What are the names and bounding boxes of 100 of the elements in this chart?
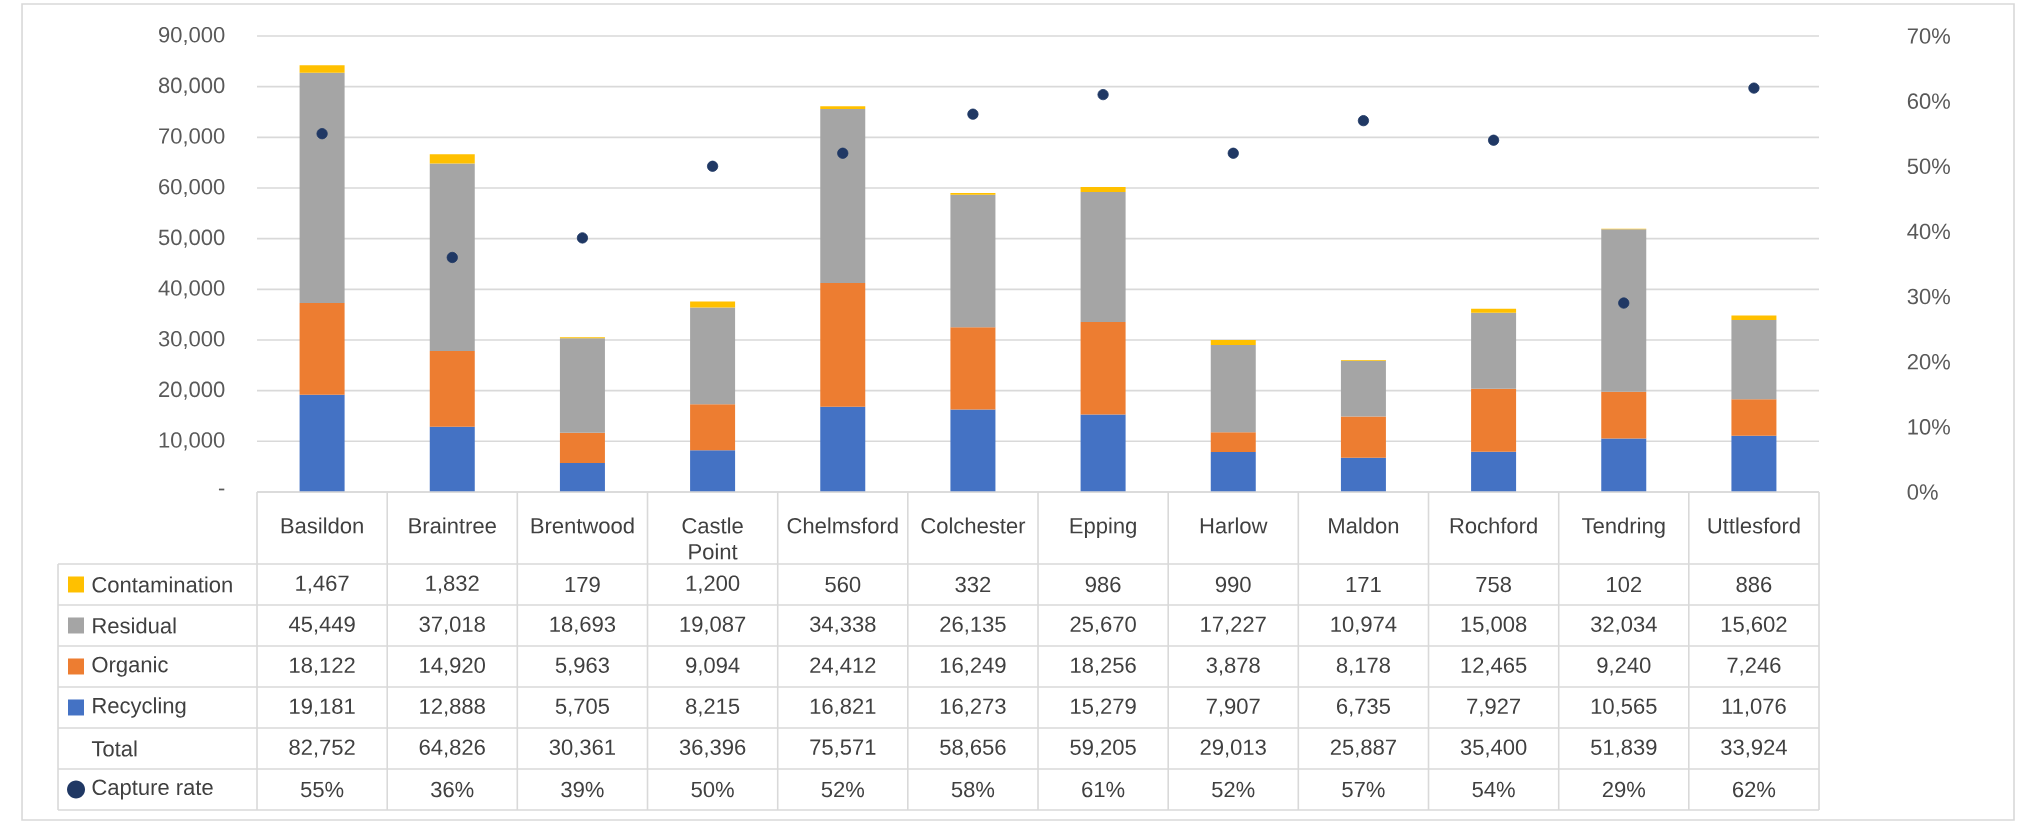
text: 59,205: [1070, 739, 1136, 758]
bar: [429, 163, 475, 352]
text: Total: [91, 740, 137, 757]
bar: [299, 65, 345, 73]
text: 33,924: [1721, 739, 1787, 758]
bar: [1340, 457, 1386, 492]
bar: [820, 106, 866, 110]
data-label: 12,465: [1461, 657, 1527, 676]
text: 75,571: [810, 739, 876, 758]
data-label: 12,888: [420, 698, 485, 717]
data-label: 1,200: [686, 575, 740, 594]
bar: [559, 463, 605, 492]
bar: [690, 307, 736, 405]
bar: [1210, 344, 1256, 433]
y2-tick-label: 10%: [1908, 419, 1950, 435]
data-label: 39%: [561, 781, 604, 798]
text: 35,400: [1460, 739, 1527, 758]
data-label: 57%: [1342, 781, 1385, 798]
data-label: 18,122: [290, 657, 355, 676]
bar: [1080, 414, 1126, 492]
text: 29,013: [1200, 739, 1266, 758]
bar: [1601, 438, 1647, 492]
data-label: 332: [955, 576, 991, 593]
data-label: 6,735: [1337, 698, 1390, 717]
data-label: 990: [1215, 576, 1251, 593]
data-label: 10,565: [1591, 698, 1657, 717]
y-tick-label: 80,000: [158, 77, 225, 96]
bar: [950, 327, 996, 410]
bar: [1731, 399, 1777, 436]
point: [576, 232, 589, 244]
data-label: 19,087: [680, 616, 746, 635]
bar: [299, 394, 345, 492]
text: 36,396: [679, 739, 746, 758]
data-label: 25,670: [1070, 616, 1136, 635]
data-label: 58%: [951, 781, 995, 798]
data-label: 16,249: [940, 657, 1006, 676]
x-tick-label: Rochford: [1450, 517, 1537, 534]
data-label: 1,832: [426, 575, 479, 594]
bar: [950, 194, 996, 328]
x-tick-label: Epping: [1070, 517, 1136, 538]
legend-label: Capture rate: [92, 779, 213, 800]
y-tick-label: -: [218, 488, 225, 491]
data-label: 15,602: [1721, 616, 1787, 635]
data-label: 7,927: [1467, 698, 1521, 717]
data-label: 34,338: [810, 616, 876, 635]
data-label: 10,974: [1331, 616, 1397, 635]
bar: [950, 409, 996, 492]
data-label: 560: [825, 576, 861, 593]
point: [1227, 147, 1239, 159]
bar: [1601, 229, 1647, 392]
data-label: 55%: [300, 781, 344, 798]
data-label: 18,256: [1071, 657, 1136, 676]
data-label: 50%: [691, 781, 734, 798]
data-label: 9,240: [1597, 657, 1651, 676]
legend-label: Contamination: [92, 576, 232, 593]
text: 25,887: [1330, 739, 1396, 758]
data-label: 102: [1607, 576, 1642, 593]
bar: [1471, 312, 1517, 389]
x-tick-label: Maldon: [1329, 517, 1399, 534]
point: [1618, 297, 1630, 309]
bar: [1210, 339, 1256, 345]
data-label: 886: [1736, 576, 1772, 593]
data-label: 8,215: [686, 698, 740, 717]
bar: [1340, 360, 1386, 417]
data-label: 3,878: [1206, 657, 1260, 676]
data-label: 37,018: [419, 616, 485, 635]
data-label: 179: [565, 576, 600, 593]
x-tick-label: Castle Point: [682, 517, 743, 560]
point: [1357, 115, 1370, 127]
data-label: 19,181: [290, 698, 355, 717]
x-tick-label: Braintree: [409, 517, 496, 534]
data-label: 45,449: [288, 616, 355, 635]
data-label: 18,693: [550, 616, 616, 635]
y-tick-label: 90,000: [159, 26, 225, 46]
bar: [690, 301, 736, 308]
data-label: 15,008: [1461, 616, 1527, 635]
bar: [690, 404, 736, 451]
data-label: 32,034: [1591, 616, 1657, 635]
data-label: 9,094: [686, 657, 740, 676]
y-tick-label: 40,000: [158, 280, 225, 299]
y2-tick-label: 50%: [1907, 158, 1950, 175]
bar: [1080, 187, 1126, 193]
x-tick-label: Basildon: [281, 517, 363, 534]
data-label: 52%: [821, 781, 865, 798]
point: [446, 251, 458, 264]
y2-tick-label: 70%: [1907, 28, 1950, 44]
y-tick-label: 50,000: [158, 229, 225, 248]
bar: [559, 432, 605, 464]
bar: [820, 109, 866, 284]
point: [316, 128, 328, 140]
data-label: 36%: [431, 781, 474, 798]
data-label: 8,178: [1336, 657, 1390, 676]
data-label: 24,412: [810, 657, 876, 676]
bar: [820, 283, 866, 407]
text: 82,752: [289, 739, 355, 758]
bar: [429, 154, 475, 164]
data-label: 986: [1085, 576, 1121, 593]
data-label: 171: [1346, 576, 1381, 593]
y-tick-label: 20,000: [159, 381, 225, 400]
data-label: 7,907: [1206, 698, 1260, 717]
